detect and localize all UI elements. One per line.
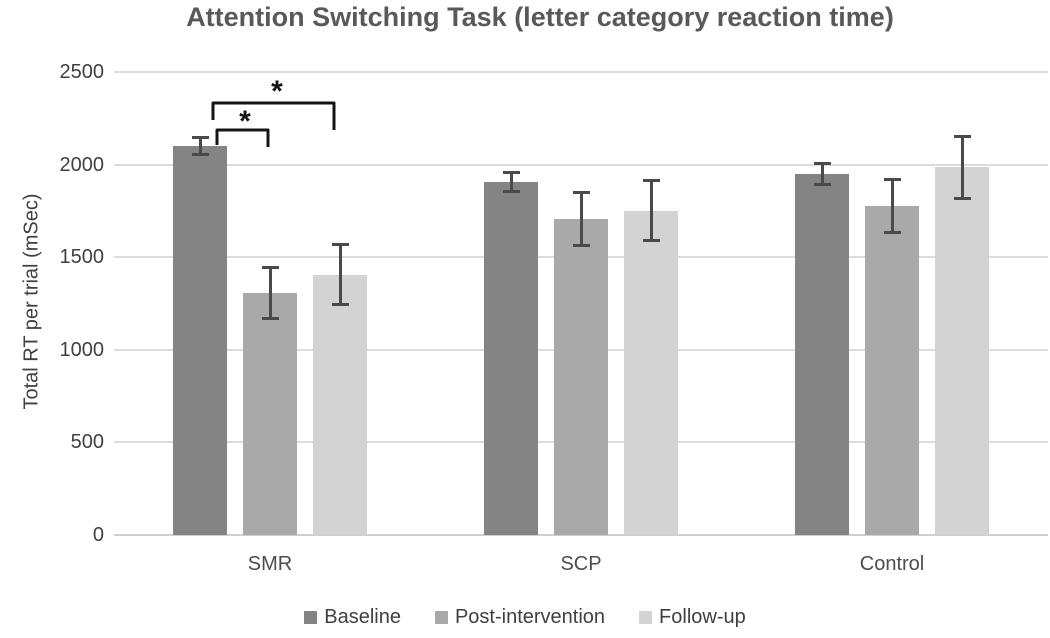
legend-item-post-intervention: Post-intervention — [434, 606, 606, 629]
error-bar — [642, 179, 660, 183]
significance-asterisk: * — [271, 75, 283, 108]
error-bar — [820, 161, 824, 186]
error-bar — [331, 303, 349, 307]
legend-swatch-icon — [434, 611, 448, 624]
y-tick-label: 0 — [92, 524, 104, 546]
plot-area: * * — [114, 71, 1048, 536]
error-bar — [338, 243, 342, 307]
error-bar — [572, 191, 590, 195]
bar-follow-up-scp — [624, 210, 678, 535]
error-bar — [268, 266, 272, 321]
error-bar — [883, 178, 901, 182]
error-bar — [261, 317, 279, 321]
legend-label: Follow-up — [659, 606, 746, 628]
error-bar — [331, 243, 349, 247]
significance-asterisk: * — [239, 105, 251, 138]
bar-baseline-control — [795, 173, 849, 535]
y-tick-label: 1000 — [59, 338, 105, 361]
error-bar — [890, 178, 894, 235]
gridline — [114, 163, 1048, 166]
legend-label: Post-intervention — [454, 606, 606, 628]
legend-label: Baseline — [324, 606, 401, 628]
bar-follow-up-control — [935, 167, 989, 535]
x-category-label-smr: SMR — [247, 553, 293, 575]
error-bar — [642, 239, 660, 243]
y-tick-label: 1500 — [59, 246, 105, 269]
error-bar — [960, 134, 964, 200]
y-tick-label: 2500 — [59, 61, 105, 83]
legend-item-baseline: Baseline — [304, 606, 401, 629]
error-bar — [572, 244, 590, 247]
error-bar — [953, 134, 971, 138]
x-category-label-scp: SCP — [560, 553, 602, 575]
legend-swatch-icon — [639, 611, 653, 624]
bar-baseline-scp — [484, 182, 538, 535]
error-bar — [813, 182, 831, 186]
legend-item-follow-up: Follow-up — [639, 606, 746, 629]
significance-bracket — [211, 101, 336, 130]
bar-post-intervention-scp — [554, 219, 608, 535]
error-bar — [649, 179, 653, 243]
error-bar — [191, 135, 209, 139]
error-bar — [502, 171, 520, 175]
x-category-label-control: Control — [859, 553, 925, 575]
error-bar — [579, 191, 583, 247]
x-axis-line — [114, 534, 1048, 536]
gridline — [114, 71, 1048, 73]
error-bar — [502, 190, 520, 194]
y-tick-label: 500 — [70, 431, 104, 454]
error-bar — [261, 266, 279, 270]
error-bar — [509, 171, 513, 194]
legend: Baseline Post-intervention Follow-up — [0, 606, 1050, 629]
bar-post-intervention-control — [865, 206, 919, 535]
y-tick-label: 2000 — [59, 153, 105, 176]
error-bar — [813, 161, 831, 165]
bar-follow-up-smr — [313, 274, 367, 535]
chart-title: Attention Switching Task (letter categor… — [186, 2, 894, 32]
significance-bracket — [215, 128, 270, 147]
error-bar — [191, 153, 209, 157]
bar-post-intervention-smr — [243, 293, 297, 535]
bar-baseline-smr — [173, 146, 227, 535]
error-bar — [883, 231, 901, 235]
error-bar — [953, 196, 971, 200]
error-bar — [198, 135, 202, 157]
legend-swatch-icon — [304, 611, 318, 624]
y-axis-title: Total RT per trial (mSec) — [20, 193, 43, 410]
